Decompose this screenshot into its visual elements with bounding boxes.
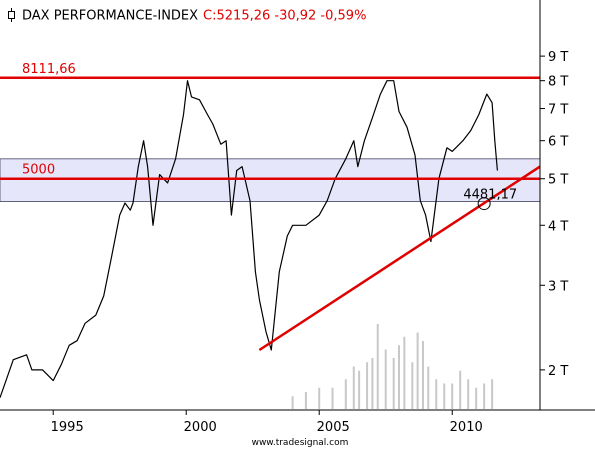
y-tick-label: 9 T <box>548 50 568 65</box>
volume-bar <box>366 362 369 409</box>
x-tick-label: 2005 <box>317 420 350 435</box>
y-tick-label: 8 T <box>548 75 568 90</box>
volume-bar <box>376 324 379 409</box>
volume-bar <box>459 370 462 409</box>
volume-bar <box>344 379 347 409</box>
y-tick-label: 2 T <box>548 364 568 379</box>
volume-bar <box>443 383 446 409</box>
volume-bar <box>358 370 361 409</box>
y-tick-label: 7 T <box>548 103 568 118</box>
volume-bar <box>435 379 438 409</box>
volume-bar <box>475 387 478 409</box>
y-tick-label: 4 T <box>548 219 568 234</box>
x-tick-label: 1995 <box>51 420 84 435</box>
volume-bar <box>384 349 387 409</box>
y-tick-label: 3 T <box>548 279 568 294</box>
x-tick-label: 2010 <box>450 420 483 435</box>
y-tick-label: 5 T <box>548 173 568 188</box>
level-label: 8111,66 <box>22 62 76 77</box>
volume-bar <box>398 345 401 409</box>
chart-title: DAX PERFORMANCE-INDEX <box>22 9 198 24</box>
volume-bar <box>467 379 470 409</box>
quote-text: C:5215,26 -30,92 -0,59% <box>203 9 366 24</box>
marker-circle <box>477 197 491 211</box>
volume-bar <box>491 379 494 409</box>
chart-header: DAX PERFORMANCE-INDEX C:5215,26 -30,92 -… <box>8 8 366 24</box>
volume-bar <box>403 336 406 409</box>
volume-bar <box>392 358 395 409</box>
volume-bar <box>416 332 419 409</box>
volume-bar <box>483 383 486 409</box>
support-band <box>0 158 541 202</box>
volume-bar <box>352 366 355 409</box>
marker-label: 4481,17 <box>463 188 517 203</box>
volume-bar <box>318 387 321 409</box>
volume-bar <box>451 383 454 409</box>
volume-bar <box>331 387 334 409</box>
volume-bar <box>291 396 294 409</box>
price-line <box>0 80 498 398</box>
volume-bar <box>371 358 374 409</box>
source-credit: www.tradesignal.com <box>252 438 349 448</box>
volume-bar <box>427 366 430 409</box>
y-tick-label: 6 T <box>548 135 568 150</box>
candlestick-icon <box>8 8 15 22</box>
volume-bar <box>304 392 307 409</box>
volume-bar <box>411 362 414 409</box>
trendline <box>258 165 541 352</box>
volume-bar <box>421 341 424 409</box>
x-tick-label: 2000 <box>184 420 217 435</box>
level-label: 5000 <box>22 163 55 178</box>
